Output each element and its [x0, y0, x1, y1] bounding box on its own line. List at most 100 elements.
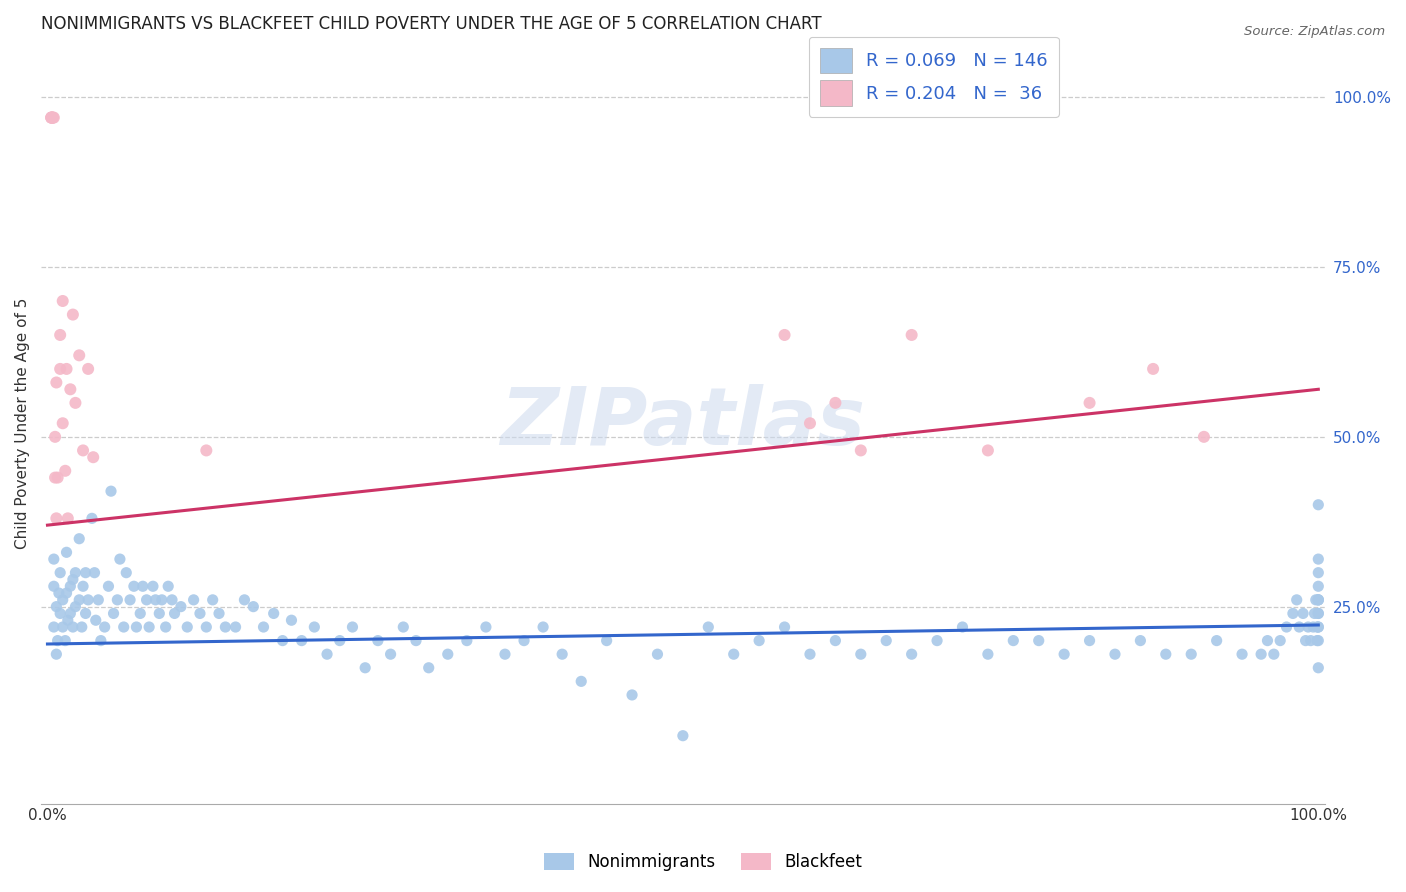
Point: [849, 443, 872, 458]
Point: [1142, 362, 1164, 376]
Point: [87, 592, 110, 607]
Point: [380, 647, 402, 661]
Point: [392, 620, 415, 634]
Point: [39, 111, 62, 125]
Point: [42, 552, 65, 566]
Legend: Nonimmigrants, Blackfeet: Nonimmigrants, Blackfeet: [536, 845, 870, 880]
Point: [475, 620, 498, 634]
Point: [142, 579, 165, 593]
Point: [39, 111, 62, 125]
Point: [977, 443, 1000, 458]
Text: Source: ZipAtlas.com: Source: ZipAtlas.com: [1244, 25, 1385, 38]
Point: [952, 620, 974, 634]
Point: [1308, 592, 1330, 607]
Point: [1308, 620, 1330, 634]
Point: [1263, 647, 1285, 661]
Point: [1308, 552, 1330, 566]
Point: [62, 573, 84, 587]
Point: [595, 633, 617, 648]
Point: [1285, 592, 1308, 607]
Point: [52, 592, 75, 607]
Point: [135, 592, 157, 607]
Point: [39, 111, 62, 125]
Point: [925, 633, 948, 648]
Point: [977, 647, 1000, 661]
Point: [1230, 647, 1253, 661]
Point: [115, 566, 138, 580]
Point: [108, 552, 131, 566]
Point: [252, 620, 274, 634]
Point: [799, 647, 821, 661]
Point: [42, 620, 65, 634]
Point: [157, 579, 180, 593]
Point: [56, 511, 79, 525]
Point: [647, 647, 669, 661]
Point: [56, 613, 79, 627]
Text: NONIMMIGRANTS VS BLACKFEET CHILD POVERTY UNDER THE AGE OF 5 CORRELATION CHART: NONIMMIGRANTS VS BLACKFEET CHILD POVERTY…: [41, 15, 821, 33]
Point: [436, 647, 458, 661]
Point: [67, 532, 90, 546]
Point: [129, 607, 152, 621]
Point: [53, 633, 76, 648]
Point: [1308, 620, 1330, 634]
Point: [105, 592, 128, 607]
Point: [773, 328, 796, 343]
Point: [1295, 633, 1317, 648]
Point: [621, 688, 644, 702]
Point: [1308, 592, 1330, 607]
Point: [1292, 607, 1315, 621]
Point: [1028, 633, 1050, 648]
Point: [45, 376, 67, 390]
Point: [1002, 633, 1025, 648]
Point: [1270, 633, 1292, 648]
Point: [72, 443, 94, 458]
Point: [291, 633, 314, 648]
Legend: R = 0.069   N = 146, R = 0.204   N =  36: R = 0.069 N = 146, R = 0.204 N = 36: [808, 37, 1059, 117]
Point: [52, 620, 75, 634]
Point: [201, 592, 224, 607]
Point: [456, 633, 478, 648]
Point: [125, 620, 148, 634]
Point: [316, 647, 339, 661]
Point: [1308, 566, 1330, 580]
Point: [45, 599, 67, 614]
Point: [1129, 633, 1152, 648]
Point: [672, 729, 695, 743]
Point: [1078, 633, 1101, 648]
Point: [55, 545, 77, 559]
Point: [342, 620, 364, 634]
Point: [188, 607, 211, 621]
Point: [849, 647, 872, 661]
Point: [41, 111, 63, 125]
Point: [170, 599, 193, 614]
Point: [875, 633, 897, 648]
Point: [1308, 498, 1330, 512]
Point: [55, 362, 77, 376]
Point: [1305, 592, 1327, 607]
Point: [145, 592, 167, 607]
Point: [1078, 396, 1101, 410]
Point: [42, 579, 65, 593]
Point: [367, 633, 389, 648]
Point: [44, 470, 66, 484]
Point: [1308, 592, 1330, 607]
Point: [65, 396, 87, 410]
Point: [62, 620, 84, 634]
Point: [1302, 620, 1324, 634]
Point: [45, 647, 67, 661]
Point: [304, 620, 326, 634]
Point: [75, 566, 97, 580]
Point: [773, 620, 796, 634]
Point: [42, 111, 65, 125]
Point: [195, 620, 218, 634]
Point: [900, 647, 922, 661]
Point: [138, 620, 160, 634]
Point: [195, 443, 218, 458]
Point: [1192, 430, 1215, 444]
Point: [82, 450, 104, 465]
Point: [163, 607, 186, 621]
Point: [65, 566, 87, 580]
Point: [41, 111, 63, 125]
Point: [67, 592, 90, 607]
Point: [62, 308, 84, 322]
